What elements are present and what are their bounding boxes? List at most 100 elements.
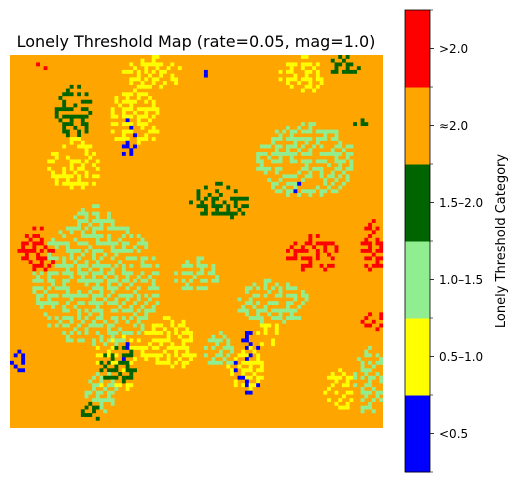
heatmap-cell (300, 289, 305, 294)
heatmap-cell (289, 129, 294, 134)
heatmap-cell (327, 241, 331, 246)
heatmap-cell (110, 278, 115, 283)
heatmap-cell (84, 413, 89, 417)
heatmap-cell (88, 245, 93, 250)
heatmap-cell (95, 353, 100, 358)
heatmap-cell (334, 166, 339, 171)
heatmap-cell (345, 379, 350, 384)
heatmap-cell (110, 308, 115, 313)
heatmap-cell (304, 73, 309, 78)
heatmap-cell (24, 256, 29, 261)
heatmap-cell (330, 170, 335, 175)
heatmap-cell (99, 219, 104, 223)
heatmap-cell (353, 122, 358, 127)
heatmap-cell (106, 234, 111, 238)
heatmap-cell (129, 368, 134, 373)
heatmap-cell (84, 316, 89, 320)
heatmap-cell (121, 338, 126, 343)
heatmap-cell (379, 357, 384, 362)
heatmap-cell (99, 401, 104, 406)
heatmap-cell (274, 282, 279, 287)
heatmap-cell (73, 304, 78, 309)
heatmap-cell (293, 181, 298, 186)
heatmap-cell (379, 312, 384, 317)
heatmap-cell (118, 237, 123, 242)
heatmap-cell (368, 405, 372, 410)
heatmap-cell (92, 405, 96, 410)
heatmap-cell (125, 118, 130, 123)
heatmap-cell (211, 211, 216, 216)
heatmap-cell (84, 278, 89, 283)
heatmap-cell (274, 293, 279, 298)
heatmap-cell (125, 140, 130, 145)
heatmap-cell (73, 159, 78, 164)
heatmap-cell (39, 241, 44, 246)
heatmap-cell (304, 77, 309, 82)
heatmap-cell (211, 357, 216, 362)
heatmap-cell (259, 166, 264, 171)
heatmap-cell (327, 375, 331, 380)
heatmap-cell (293, 286, 298, 291)
heatmap-cell (319, 189, 324, 194)
heatmap-cell (166, 331, 171, 335)
heatmap-cell (334, 66, 339, 71)
heatmap-cell (114, 301, 119, 306)
heatmap-cell (222, 357, 227, 362)
heatmap-cell (162, 360, 167, 365)
heatmap-cell (312, 189, 317, 194)
heatmap-cell (271, 301, 275, 306)
heatmap-cell (62, 271, 67, 276)
heatmap-cell (125, 319, 130, 324)
heatmap-cell (121, 226, 126, 231)
heatmap-cell (84, 293, 89, 298)
heatmap-cell (215, 342, 220, 347)
heatmap-cell (103, 263, 108, 268)
heatmap-cell (136, 140, 141, 145)
heatmap-cell (248, 342, 253, 347)
heatmap-cell (256, 308, 261, 313)
heatmap-cell (252, 304, 257, 309)
heatmap-cell (289, 133, 294, 138)
heatmap-cell (65, 122, 70, 127)
heatmap-cell (110, 107, 115, 112)
heatmap-cell (151, 293, 156, 298)
heatmap-cell (121, 271, 126, 276)
heatmap-cell (252, 349, 257, 354)
heatmap-cell (118, 327, 123, 332)
heatmap-cell (323, 390, 328, 395)
heatmap-cell (304, 69, 309, 74)
heatmap-cell (65, 248, 70, 253)
heatmap-cell (304, 151, 309, 156)
heatmap-cell (360, 122, 365, 127)
heatmap-cell (211, 360, 216, 365)
heatmap-cell (99, 241, 104, 246)
heatmap-cell (241, 360, 246, 365)
heatmap-cell (92, 252, 96, 257)
heatmap-cell (62, 278, 67, 283)
heatmap-cell (144, 353, 149, 358)
heatmap-cell (80, 107, 85, 112)
heatmap-cell (62, 282, 67, 287)
heatmap-cell (334, 178, 339, 182)
heatmap-cell (140, 263, 145, 268)
heatmap-cell (148, 96, 152, 100)
heatmap-cell (203, 69, 208, 74)
heatmap-cell (95, 263, 100, 268)
heatmap-cell (110, 219, 115, 223)
heatmap-cell (121, 144, 126, 149)
heatmap-cell (327, 263, 331, 268)
heatmap-cell (226, 345, 231, 350)
heatmap-cell (230, 372, 234, 376)
heatmap-cell (364, 372, 369, 376)
heatmap-cell (47, 241, 52, 246)
heatmap-cell (155, 263, 160, 268)
heatmap-cell (200, 200, 205, 205)
heatmap-cell (286, 282, 290, 287)
heatmap-cell (17, 248, 22, 253)
heatmap-cell (286, 151, 290, 156)
heatmap-cell (106, 375, 111, 380)
heatmap-cell (95, 237, 100, 242)
colorbar-segment (405, 87, 430, 165)
heatmap-cell (360, 364, 365, 369)
heatmap-cell (51, 151, 55, 156)
